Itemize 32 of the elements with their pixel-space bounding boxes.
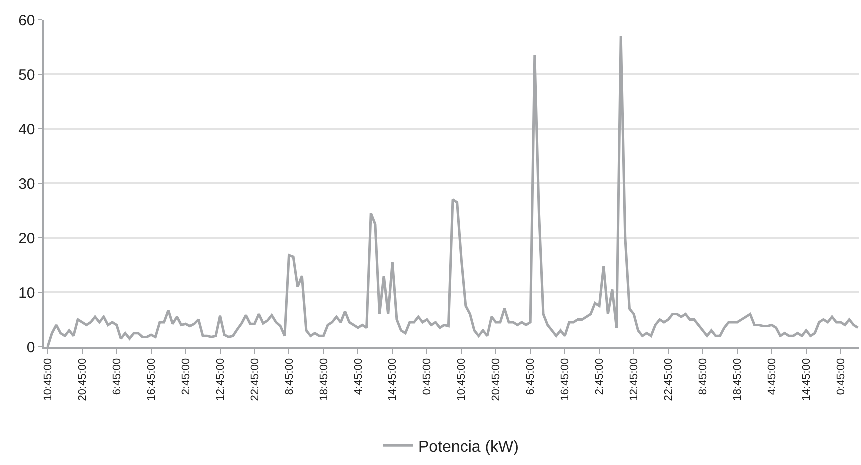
x-tick-label: 16:45:00: [560, 358, 572, 402]
x-tick-label: 20:45:00: [490, 358, 503, 402]
y-tick-label: 60: [18, 12, 36, 30]
y-tick-label: 20: [18, 230, 36, 248]
x-tick-label: 8:45:00: [284, 358, 296, 396]
x-tick-label: 4:45:00: [352, 358, 365, 396]
x-tick-label: 2:45:00: [180, 358, 192, 396]
y-tick-label: 40: [18, 121, 36, 138]
x-tick-label: 10:45:00: [42, 358, 54, 402]
x-tick-label: 14:45:00: [387, 358, 400, 402]
y-tick-label: 0: [26, 339, 36, 356]
x-tick-label: 14:45:00: [800, 358, 813, 402]
y-tick-label: 50: [18, 66, 36, 84]
x-tick-label: 18:45:00: [732, 358, 744, 402]
x-tick-label: 0:45:00: [835, 358, 848, 396]
x-tick-label: 22:45:00: [663, 358, 676, 402]
x-tick-label: 0:45:00: [422, 358, 434, 396]
x-tick-label: 12:45:00: [628, 358, 641, 402]
x-tick-label: 6:45:00: [111, 358, 124, 396]
x-tick-label: 20:45:00: [76, 358, 89, 402]
x-tick-label: 6:45:00: [525, 358, 538, 396]
x-tick-label: 18:45:00: [318, 358, 330, 402]
x-tick-label: 22:45:00: [249, 358, 262, 402]
x-tick-label: 10:45:00: [456, 358, 468, 402]
x-tick-label: 2:45:00: [594, 358, 606, 396]
x-tick-label: 4:45:00: [766, 358, 779, 396]
y-tick-label: 10: [18, 284, 36, 302]
x-tick-label: 16:45:00: [146, 358, 158, 402]
legend-label: Potencia (kW): [418, 438, 519, 456]
x-tick-label: 12:45:00: [214, 358, 227, 402]
y-tick-label: 30: [18, 176, 36, 193]
x-tick-label: 8:45:00: [698, 358, 710, 396]
